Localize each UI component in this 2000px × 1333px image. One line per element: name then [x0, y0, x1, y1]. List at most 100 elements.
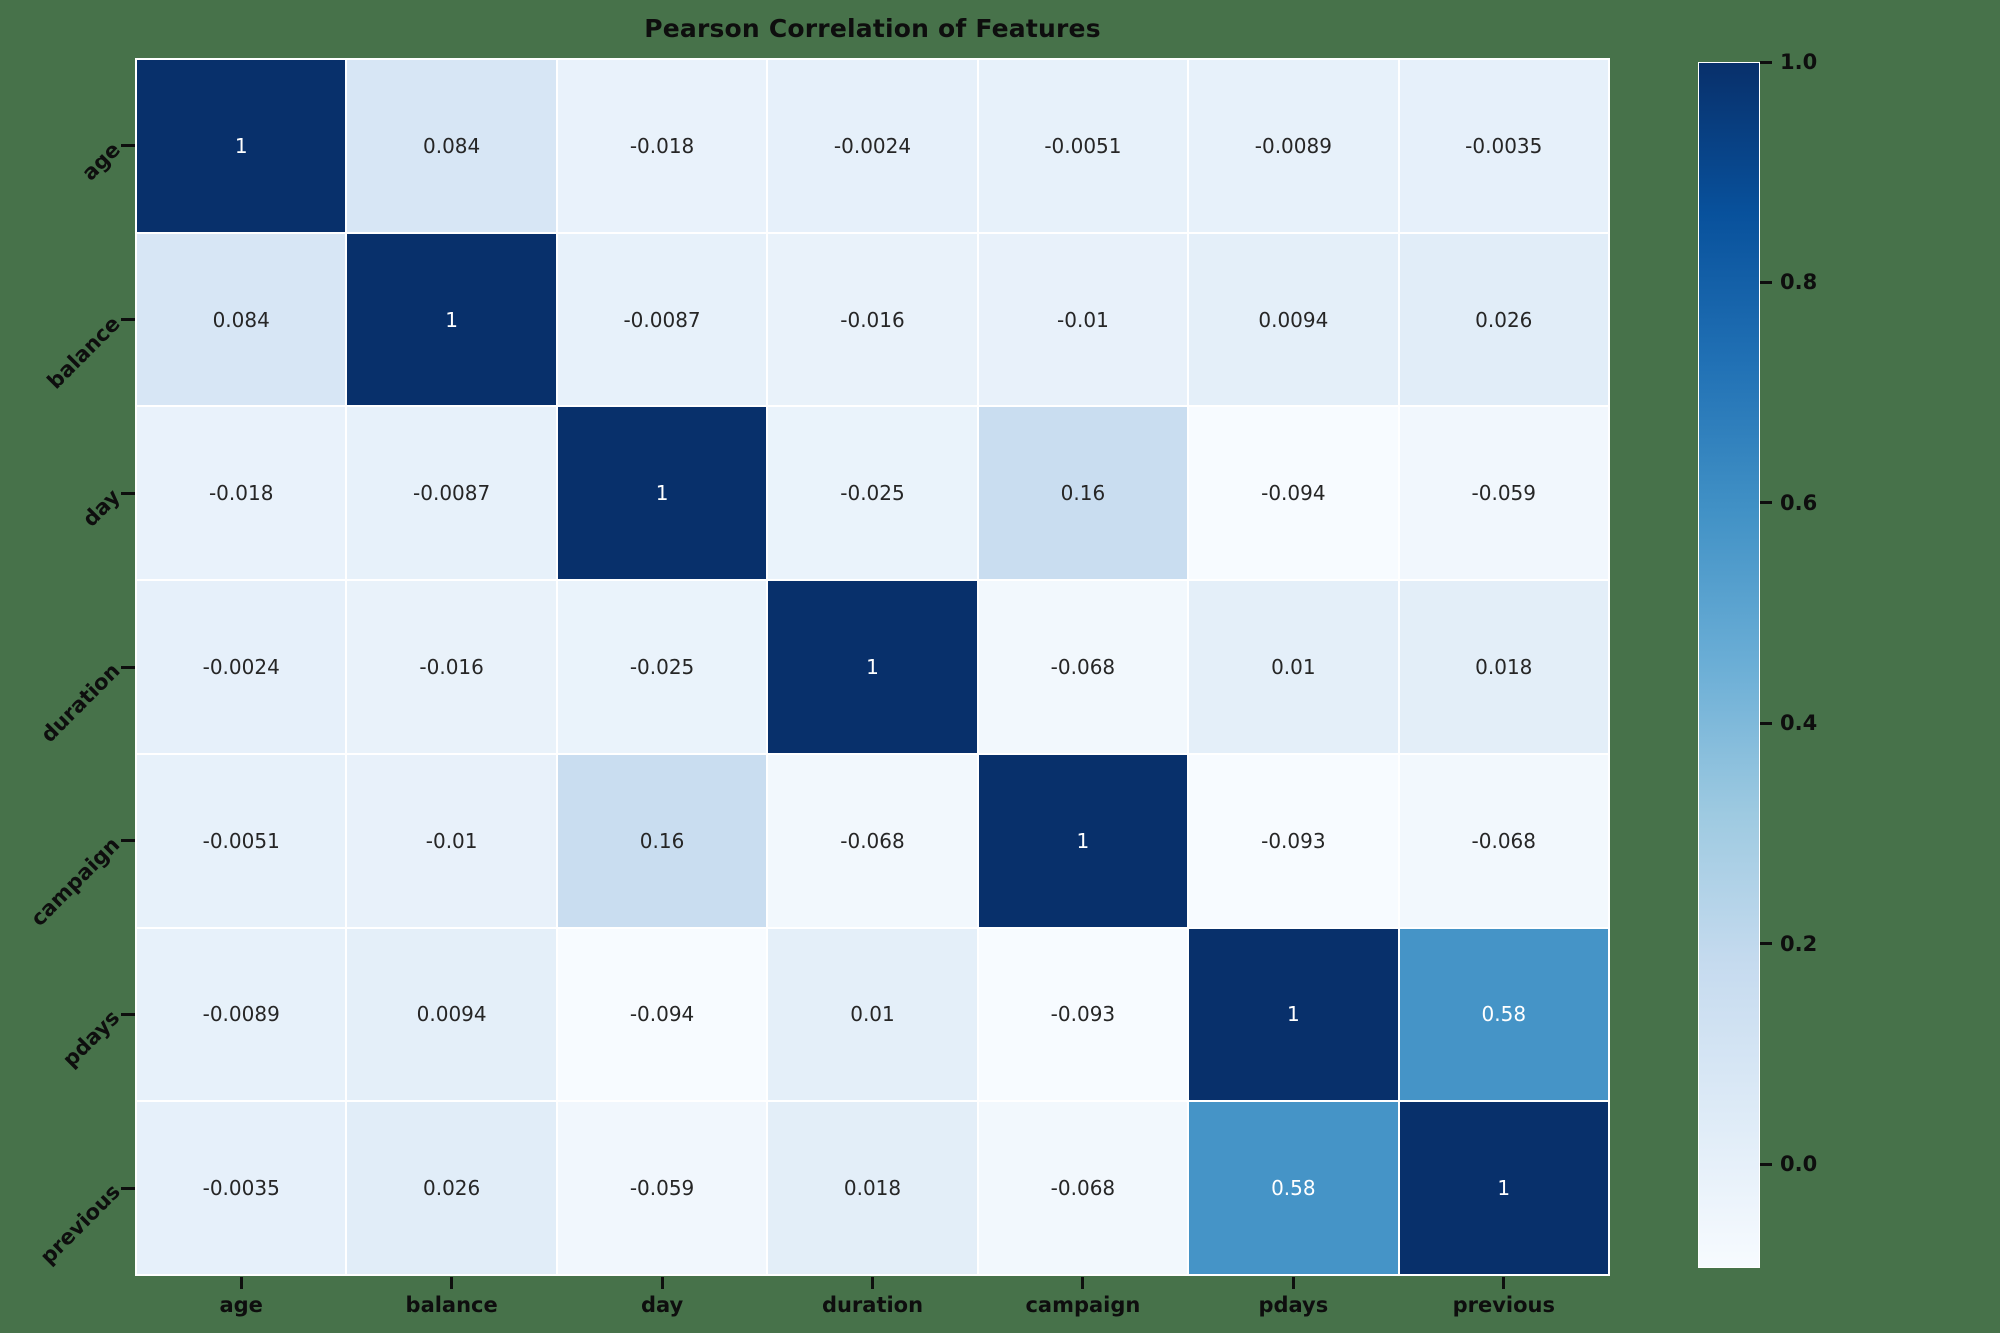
colorbar-tick-label-1.0: 1.0 [1780, 50, 1818, 74]
cell-value: -0.0089 [1254, 133, 1332, 158]
cell-value: -0.016 [840, 307, 905, 332]
cell-value: 1 [234, 133, 248, 158]
cell-value: -0.068 [840, 828, 905, 853]
colorbar-tick-label-0.2: 0.2 [1780, 931, 1818, 956]
heatmap-cell-pdays-campaign: -0.093 [978, 928, 1188, 1101]
x-tick-label-duration: duration [821, 1293, 924, 1317]
heatmap-cell-balance-day: -0.0087 [557, 233, 767, 406]
y-tickmark [121, 1012, 135, 1016]
heatmap-cell-pdays-balance: 0.0094 [347, 928, 556, 1101]
heatmap-cell-campaign-balance: -0.01 [347, 754, 556, 927]
colorbar-tickmark [1760, 1162, 1772, 1166]
cell-value: 0.0094 [1258, 307, 1329, 332]
y-tick-label-campaign: campaign [26, 832, 125, 931]
heatmap-cell-day-previous: -0.059 [1399, 407, 1608, 580]
heatmap-cell-campaign-age: -0.0051 [137, 754, 346, 927]
heatmap-cell-duration-pdays: 0.01 [1189, 581, 1398, 753]
heatmap-cell-pdays-previous: 0.58 [1399, 928, 1608, 1101]
cell-value: -0.018 [629, 133, 695, 158]
cell-value: -0.068 [1471, 828, 1537, 853]
heatmap-cell-pdays-day: -0.094 [557, 928, 767, 1101]
cell-value: 0.018 [1475, 654, 1533, 679]
colorbar-tick-label-0.0: 0.0 [1780, 1152, 1818, 1177]
heatmap-cell-age-age: 1 [137, 60, 346, 232]
y-tick-label-pdays: pdays [58, 1005, 125, 1073]
colorbar-tick-label-0.6: 0.6 [1780, 490, 1818, 515]
cell-value: 0.084 [212, 307, 270, 332]
colorbar-tickmark [1760, 60, 1772, 64]
x-tick-label-previous: previous [1452, 1293, 1555, 1317]
y-tickmark [121, 665, 135, 669]
heatmap-cell-age-day: -0.018 [557, 60, 767, 232]
heatmap-cell-duration-day: -0.025 [557, 581, 767, 753]
x-tickmark [660, 1277, 664, 1289]
cell-value: 0.018 [843, 1176, 902, 1201]
heatmap-cell-previous-pdays: 0.58 [1189, 1102, 1398, 1274]
colorbar-tick-label-0.8: 0.8 [1780, 270, 1818, 295]
x-tickmark [239, 1277, 243, 1289]
cell-value: -0.059 [629, 1176, 695, 1201]
cell-value: -0.025 [629, 654, 695, 679]
heatmap-cell-day-campaign: 0.16 [978, 407, 1188, 580]
heatmap-cell-duration-balance: -0.016 [347, 581, 556, 753]
heatmap-cell-previous-balance: 0.026 [347, 1102, 556, 1274]
cell-value: 0.16 [1060, 481, 1106, 506]
heatmap-cell-previous-duration: 0.018 [768, 1102, 977, 1274]
colorbar-tickmark [1760, 942, 1772, 946]
cell-value: -0.093 [1261, 828, 1326, 853]
cell-value: -0.0051 [202, 828, 280, 853]
y-tickmark [121, 144, 135, 148]
heatmap-cell-day-duration: -0.025 [768, 407, 977, 580]
cell-value: 1 [1286, 1002, 1300, 1027]
heatmap-cell-campaign-day: 0.16 [557, 754, 767, 927]
x-tick-label-age: age [219, 1293, 263, 1317]
heatmap-cell-day-day: 1 [557, 407, 767, 580]
colorbar-tick-label-0.4: 0.4 [1780, 711, 1818, 736]
cell-value: -0.094 [1261, 481, 1326, 506]
heatmap-cell-pdays-duration: 0.01 [768, 928, 977, 1101]
cell-value: 0.0094 [416, 1002, 487, 1027]
heatmap-cell-duration-duration: 1 [768, 581, 977, 753]
y-tick-label-age: age [76, 137, 125, 186]
heatmap-cell-age-campaign: -0.0051 [978, 60, 1188, 232]
cell-value: 1 [1076, 828, 1090, 853]
cell-value: 0.58 [1481, 1002, 1527, 1027]
heatmap-cell-previous-previous: 1 [1399, 1102, 1608, 1274]
heatmap-cell-day-pdays: -0.094 [1189, 407, 1398, 580]
y-tick-label-duration: duration [36, 658, 125, 747]
heatmap-cell-previous-age: -0.0035 [137, 1102, 346, 1274]
cell-value: 0.58 [1271, 1176, 1316, 1201]
cell-value: -0.025 [840, 481, 905, 506]
heatmap-cell-balance-duration: -0.016 [768, 233, 977, 406]
x-tick-label-pdays: pdays [1258, 1293, 1329, 1317]
cell-value: -0.0089 [202, 1002, 280, 1027]
cell-value: -0.0024 [833, 133, 912, 158]
heatmap-cell-duration-campaign: -0.068 [978, 581, 1188, 753]
heatmap-matrix: 1 0.084 -0.018 -0.0024 -0.0051 -0.0089 -0.0035… [135, 58, 1610, 1276]
x-tick-label-balance: balance [405, 1293, 498, 1317]
cell-value: -0.018 [208, 481, 274, 506]
cell-value: 0.16 [639, 828, 685, 853]
cell-value: 0.01 [1271, 654, 1316, 679]
heatmap-cell-balance-campaign: -0.01 [978, 233, 1188, 406]
heatmap-cell-duration-age: -0.0024 [137, 581, 346, 753]
x-tickmark [1291, 1277, 1295, 1289]
heatmap-cell-balance-age: 0.084 [137, 233, 346, 406]
x-tickmark [450, 1277, 454, 1289]
cell-value: 1 [866, 654, 879, 679]
cell-value: -0.0035 [202, 1176, 280, 1201]
x-tickmark [1502, 1277, 1506, 1289]
colorbar-gradient [1698, 62, 1760, 1268]
colorbar-tickmark [1760, 721, 1772, 725]
cell-value: -0.059 [1471, 481, 1537, 506]
heatmap-cell-balance-pdays: 0.0094 [1189, 233, 1398, 406]
x-tickmark [1081, 1277, 1085, 1289]
x-tick-label-day: day [640, 1293, 684, 1317]
cell-value: 0.084 [423, 133, 481, 158]
chart-title: Pearson Correlation of Features [644, 14, 1101, 43]
heatmap-cell-campaign-campaign: 1 [978, 754, 1188, 927]
cell-value: -0.0051 [1044, 133, 1122, 158]
heatmap-cell-previous-campaign: -0.068 [978, 1102, 1188, 1274]
heatmap-cell-age-pdays: -0.0089 [1189, 60, 1398, 232]
y-tickmark [121, 491, 135, 495]
